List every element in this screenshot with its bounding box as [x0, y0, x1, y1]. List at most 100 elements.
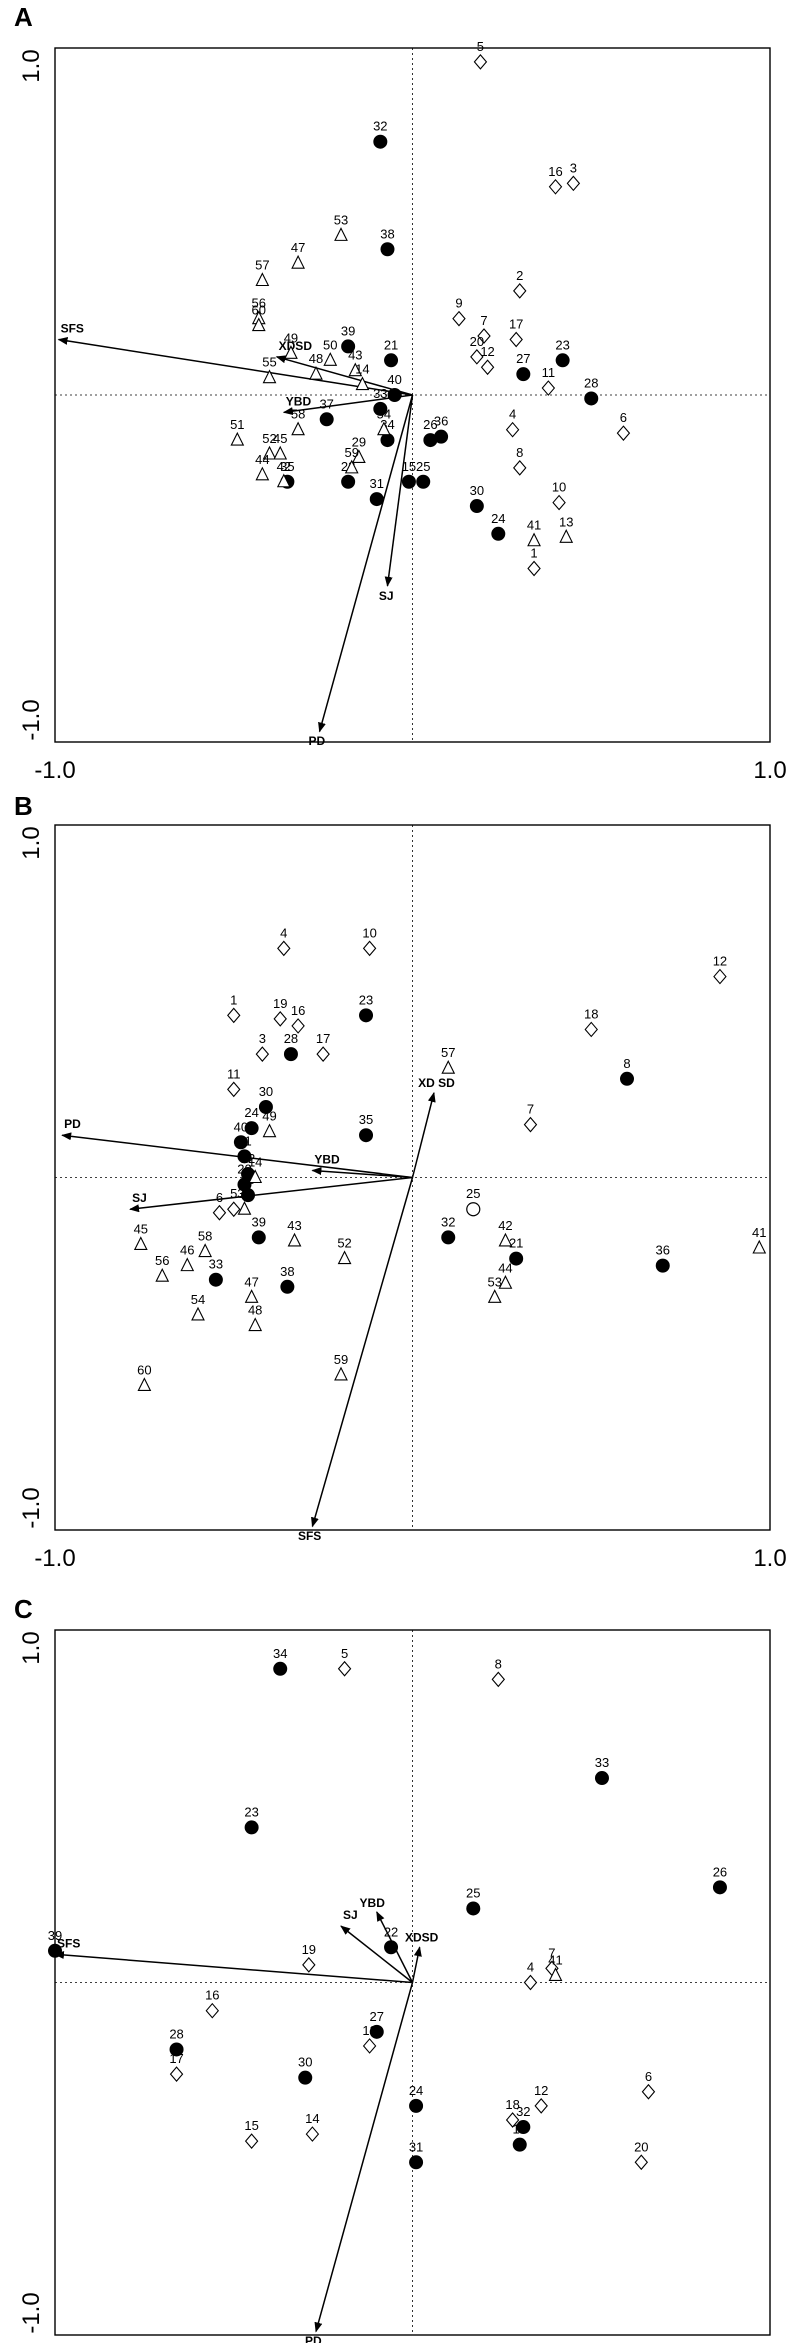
data-point-open-triangle [262, 369, 277, 384]
data-point-label: 12 [480, 344, 494, 359]
data-point-label: 33 [595, 1755, 609, 1770]
data-point-filled-circle [169, 2042, 184, 2057]
data-point-filled-circle [369, 2024, 384, 2039]
data-point-filled-circle [319, 412, 334, 427]
data-point-label: 52 [262, 431, 276, 446]
data-point-label: 17 [509, 316, 523, 331]
data-point-label: 45 [273, 431, 287, 446]
panel-label: B [14, 791, 33, 821]
vector-arrow [311, 1177, 414, 1528]
data-point-open-diamond [480, 359, 495, 376]
data-point-label: 1 [230, 992, 237, 1007]
data-point-label: 46 [180, 1243, 194, 1258]
data-point-open-diamond [227, 1081, 241, 1098]
data-point-filled-circle [48, 1943, 62, 1958]
data-point-open-diamond [541, 380, 556, 396]
data-point-label: 28 [284, 1031, 298, 1046]
data-point-label: 23 [359, 992, 373, 1007]
data-point-open-triangle [548, 1967, 563, 1981]
data-point-label: 17 [169, 2051, 183, 2066]
data-point-open-triangle [251, 317, 266, 332]
data-point-open-diamond [505, 2112, 520, 2128]
vector-label: YBD [314, 1152, 340, 1166]
data-point-label: 7 [480, 313, 487, 328]
data-point-filled-circle [359, 1008, 374, 1023]
data-point-label: 41 [527, 518, 541, 533]
data-point-label: 45 [134, 1221, 148, 1236]
data-point-filled-circle [469, 499, 484, 514]
data-point-open-diamond [523, 1116, 538, 1133]
data-point-open-triangle [344, 459, 359, 474]
data-point-filled-circle [384, 353, 399, 368]
data-point-label: 35 [359, 1112, 373, 1127]
data-point-open-triangle [348, 362, 363, 377]
data-point-label: 53 [487, 1274, 501, 1289]
vector-arrow [314, 1982, 414, 2333]
data-point-filled-circle [341, 339, 356, 354]
data-point-open-triangle [355, 376, 370, 391]
vector-arrow [411, 1091, 436, 1178]
data-point-filled-circle [509, 1251, 524, 1266]
vector-arrow [57, 336, 413, 396]
data-point-label: 47 [244, 1274, 258, 1289]
vector-label: XDSD [279, 339, 313, 353]
vector-arrow [411, 1946, 422, 1983]
data-point-filled-circle [233, 1135, 248, 1150]
data-point-filled-circle [516, 2120, 531, 2135]
data-point-filled-circle [516, 367, 531, 382]
data-point-label: 15 [402, 459, 416, 474]
data-point-filled-circle [712, 1880, 727, 1895]
data-point-label: 57 [255, 257, 269, 272]
data-point-label: 15 [241, 1172, 255, 1187]
data-point-label: 3 [570, 160, 577, 175]
data-point-open-diamond [169, 2066, 184, 2082]
data-point-open-triangle [248, 1169, 263, 1184]
data-point-label: 39 [48, 1928, 62, 1943]
vector-label: SFS [61, 321, 84, 335]
data-point-open-triangle [198, 1243, 213, 1258]
data-point-open-diamond [337, 1660, 352, 1677]
data-point-label: 38 [280, 1264, 294, 1279]
data-point-label: 4 [280, 925, 287, 940]
data-point-open-diamond [641, 2083, 656, 2100]
data-point-open-triangle [309, 365, 323, 380]
data-point-label: 18 [505, 2097, 519, 2112]
data-point-filled-circle [409, 2098, 424, 2113]
data-point-label: 15 [244, 2118, 258, 2133]
data-point-label: 27 [516, 351, 530, 366]
data-point-label: 47 [291, 240, 305, 255]
data-point-open-triangle [487, 1289, 502, 1303]
data-point-label: 32 [441, 1214, 455, 1229]
vector-label: YBD [360, 1896, 386, 1910]
data-point-open-diamond [552, 494, 566, 511]
data-point-open-triangle [248, 1317, 263, 1332]
data-point-label: 58 [198, 1229, 212, 1244]
data-point-label: 35 [280, 459, 294, 474]
data-point-label: 40 [387, 372, 401, 387]
data-point-label: 52 [337, 1236, 351, 1251]
data-point-label: 44 [255, 452, 269, 467]
data-point-label: 51 [230, 417, 244, 432]
data-point-open-triangle [287, 1232, 302, 1247]
data-point-open-triangle [752, 1239, 767, 1254]
vector-label: PD [64, 1117, 81, 1131]
data-point-open-triangle [262, 445, 277, 460]
data-point-open-triangle [276, 473, 291, 488]
data-point-open-diamond [277, 940, 291, 957]
data-point-open-triangle [334, 227, 348, 241]
data-point-label: 34 [237, 1186, 251, 1201]
data-point-label: 43 [287, 1218, 301, 1233]
data-point-label: 44 [498, 1260, 512, 1275]
data-point-filled-circle [387, 388, 402, 402]
data-point-label: 42 [498, 1218, 512, 1233]
data-point-open-triangle [133, 1236, 148, 1251]
data-point-open-diamond [509, 331, 523, 348]
data-point-label: 55 [262, 355, 276, 370]
data-point-label: 42 [277, 459, 291, 474]
data-point-open-diamond [291, 1018, 305, 1034]
data-point-open-diamond [548, 178, 563, 195]
data-point-label: 13 [559, 514, 573, 529]
y-tick-label: -1.0 [18, 699, 45, 740]
data-point-label: 11 [542, 365, 556, 380]
